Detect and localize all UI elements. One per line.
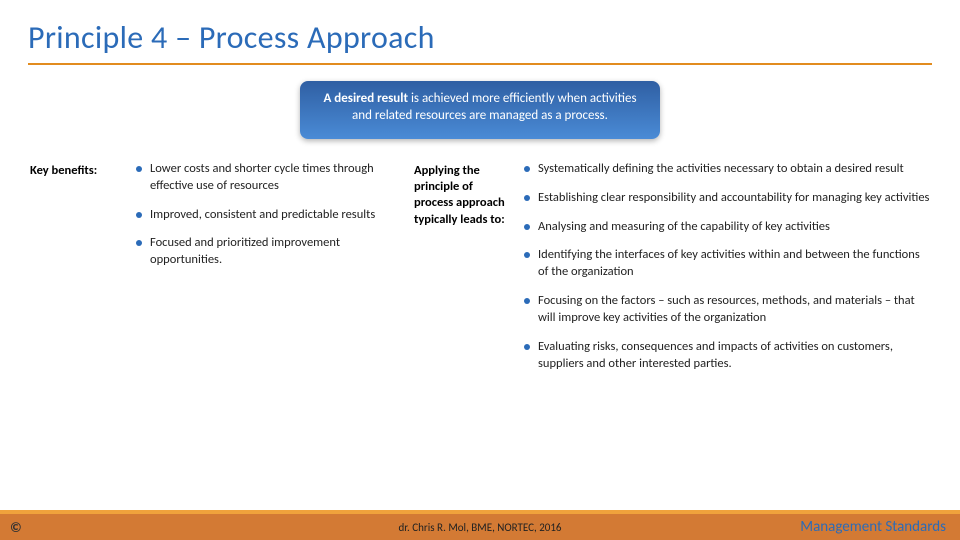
list-item: Focusing on the factors – such as resour… [524,293,930,327]
callout-lead: A desired result [323,91,408,106]
key-benefits-list: Lower costs and shorter cycle times thro… [136,161,396,385]
list-item: Lower costs and shorter cycle times thro… [136,161,396,195]
applying-label: Applying the principle of process approa… [414,161,506,385]
footer-attribution: dr. Chris R. Mol, BME, NORTEC, 2016 [398,521,561,534]
slide-title: Principle 4 – Process Approach [0,0,960,63]
key-benefits-label: Key benefits: [30,161,118,385]
list-item: Establishing clear responsibility and ac… [524,190,930,207]
title-underline [28,63,932,65]
slide: Principle 4 – Process Approach A desired… [0,0,960,540]
principle-callout: A desired result is achieved more effici… [300,81,660,139]
list-item: Evaluating risks, consequences and impac… [524,339,930,373]
list-item: Systematically defining the activities n… [524,161,930,178]
applying-list: Systematically defining the activities n… [524,161,930,385]
list-item: Analysing and measuring of the capabilit… [524,219,930,236]
copyright-symbol: © [10,519,22,536]
content-columns: Key benefits: Lower costs and shorter cy… [0,161,960,385]
footer-bar: © dr. Chris R. Mol, BME, NORTEC, 2016 Ma… [0,514,960,540]
list-item: Identifying the interfaces of key activi… [524,247,930,281]
list-item: Focused and prioritized improvement oppo… [136,235,396,269]
list-item: Improved, consistent and predictable res… [136,207,396,224]
footer-branding: Management Standards [800,518,946,536]
